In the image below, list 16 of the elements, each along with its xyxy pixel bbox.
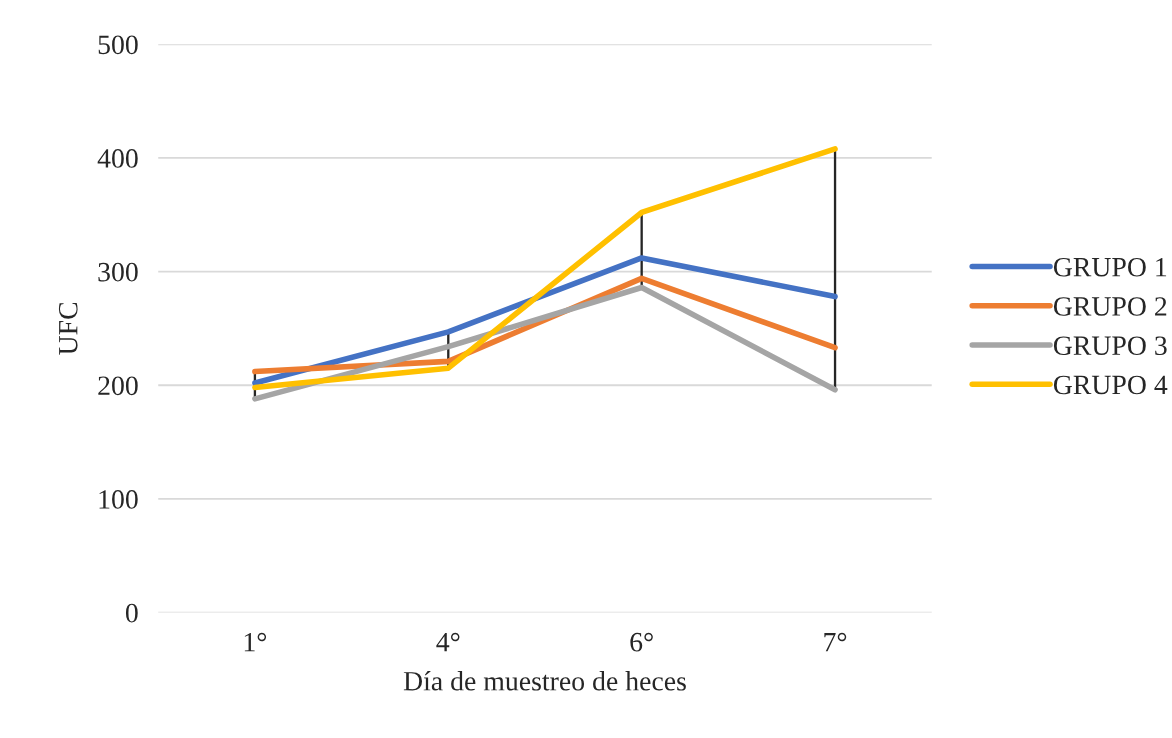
y-tick-label: 500	[98, 35, 138, 55]
legend-label: GRUPO 2	[1053, 297, 1167, 316]
x-axis-title: Día de muestreo de heces	[403, 671, 686, 691]
y-tick-label: 0	[125, 603, 138, 623]
y-tick-label: 400	[97, 149, 138, 168]
x-tick-label: 6°	[630, 632, 653, 652]
x-tick-label: 7°	[824, 632, 847, 652]
x-tick-label: 1°	[244, 632, 267, 652]
x-tick-label: 4°	[436, 632, 460, 652]
y-tick-label: 200	[98, 376, 138, 396]
y-axis-title: UFC	[58, 302, 78, 355]
legend-label: GRUPO 1	[1053, 257, 1167, 277]
y-tick-label: 300	[98, 262, 138, 282]
legend-label: GRUPO 3	[1053, 336, 1167, 356]
y-tick-label: 100	[99, 490, 138, 509]
legend-label: GRUPO 4	[1053, 375, 1168, 395]
